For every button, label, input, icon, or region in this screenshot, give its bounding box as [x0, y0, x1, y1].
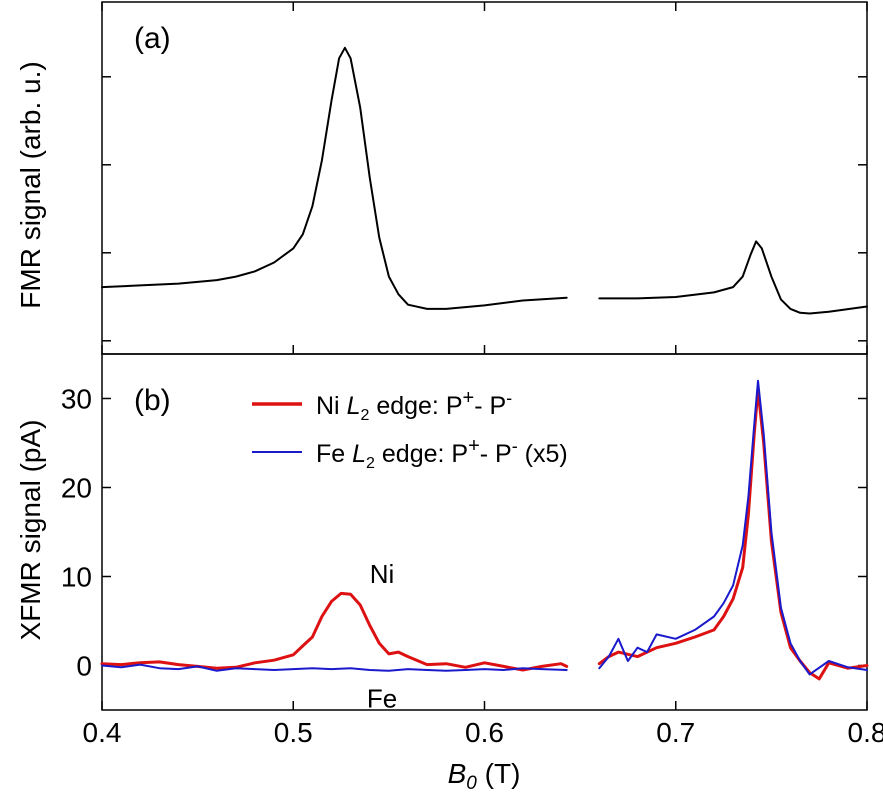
x-tick-label: 0.4: [83, 717, 122, 748]
legend-label-ni: Ni L2 edge: P+- P-: [316, 387, 512, 424]
legend-ni-sub: 2: [360, 407, 369, 424]
y-tick-label: 0: [76, 651, 92, 682]
series-line-panel1-s1-seg0: [101, 663, 568, 672]
panel-b-label: (b): [134, 384, 171, 417]
legend-fe-italic: L: [352, 440, 366, 468]
series-line-panel0-s0-seg1: [598, 240, 868, 315]
panel-a-frame: [101, 1, 868, 355]
legend-fe-mid: - P: [480, 440, 512, 468]
x-axis-label: B0 (T): [448, 758, 521, 794]
x-axis-label-symbol: B: [448, 758, 467, 789]
legend-fe-sub: 2: [366, 455, 375, 472]
series-layer: [100, 46, 869, 681]
y-tick-label: 20: [61, 473, 92, 504]
legend-fe-suffix: edge: P: [375, 440, 468, 468]
legend-fe-sup1: +: [468, 435, 480, 457]
legend-fe-sup2: -: [512, 436, 518, 456]
legend-label-fe: Fe L2 edge: P+- P- (x5): [316, 435, 568, 472]
x-tick-label: 0.8: [848, 717, 883, 748]
series-line-panel1-s0-seg1: [597, 388, 869, 681]
legend-ni-suffix: edge: P: [369, 392, 462, 420]
legend-ni-italic: L: [347, 392, 361, 420]
legend-ni-mid: - P: [474, 392, 506, 420]
x-tick-label: 0.5: [274, 717, 313, 748]
series-line-panel1-s1-seg1: [598, 379, 868, 676]
y-axis-label-xfmr: XFMR signal (pA): [15, 420, 46, 641]
series-line-panel1-s0-seg0: [100, 591, 569, 672]
series-line-panel0-s0-seg0: [101, 46, 568, 310]
y-axis-label-fmr: FMR signal (arb. u.): [15, 61, 46, 308]
legend-ni-sup1: +: [463, 387, 475, 409]
x-tick-label: 0.7: [656, 717, 695, 748]
legend: Ni L2 edge: P+- P- Fe L2 edge: P+- P- (x…: [252, 387, 568, 472]
legend-ni-sup2: -: [506, 388, 512, 408]
panel-a-label: (a): [134, 22, 171, 55]
x-axis-label-unit: (T): [477, 758, 521, 789]
annotation-fe: Fe: [367, 683, 397, 713]
ticks-layer: 0.4 0.5 0.6 0.7 0.8 0 10 20 30: [61, 2, 883, 748]
annotation-ni: Ni: [370, 559, 395, 589]
x-tick-label: 0.6: [465, 717, 504, 748]
y-tick-label: 10: [61, 562, 92, 593]
y-tick-label: 30: [61, 384, 92, 415]
x-axis-label-subscript: 0: [466, 773, 477, 794]
legend-ni-prefix: Ni: [316, 392, 347, 420]
legend-fe-prefix: Fe: [316, 440, 352, 468]
legend-fe-tail: (x5): [518, 440, 568, 468]
